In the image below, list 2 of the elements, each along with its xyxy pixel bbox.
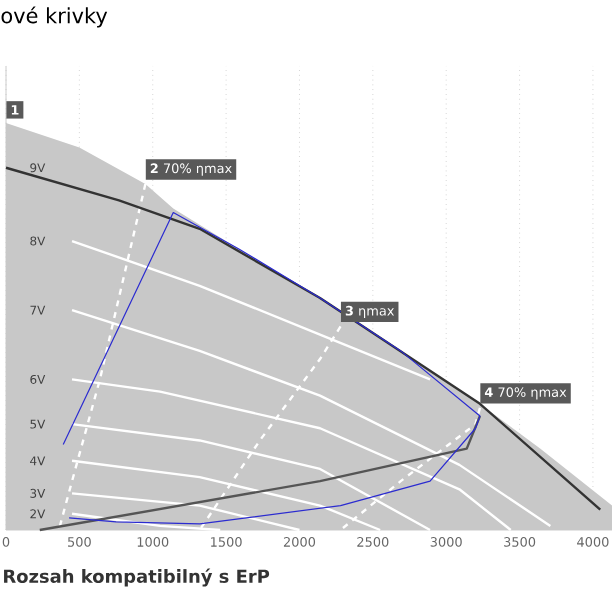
text: Rozsah kompatibilný s ErP (4, 568, 270, 587)
chart-title: ové krivky (1, 6, 108, 28)
